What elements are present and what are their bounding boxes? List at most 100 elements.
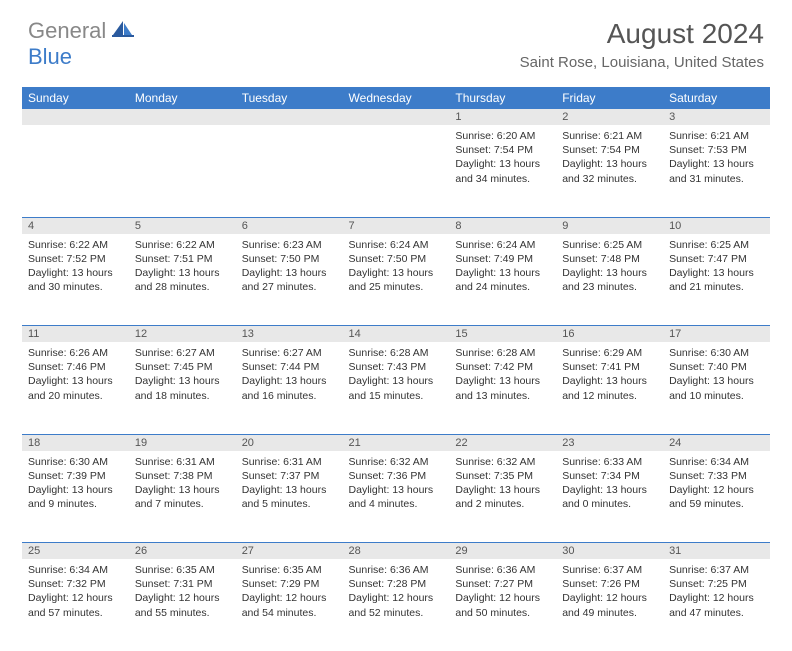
day-content: Sunrise: 6:34 AMSunset: 7:33 PMDaylight:… <box>663 451 770 518</box>
day-cell: Sunrise: 6:31 AMSunset: 7:37 PMDaylight:… <box>236 451 343 543</box>
day-number-cell: 3 <box>663 109 770 125</box>
daylight-line: Daylight: 13 hours and 9 minutes. <box>28 483 123 511</box>
daylight-line: Daylight: 13 hours and 23 minutes. <box>562 266 657 294</box>
sunrise-line: Sunrise: 6:23 AM <box>242 238 337 252</box>
day-cell: Sunrise: 6:32 AMSunset: 7:36 PMDaylight:… <box>343 451 450 543</box>
day-number-cell: 22 <box>449 434 556 451</box>
daylight-line: Daylight: 12 hours and 52 minutes. <box>349 591 444 619</box>
daylight-line: Daylight: 13 hours and 5 minutes. <box>242 483 337 511</box>
daylight-line: Daylight: 13 hours and 28 minutes. <box>135 266 230 294</box>
sunset-line: Sunset: 7:25 PM <box>669 577 764 591</box>
day-number-cell: 27 <box>236 543 343 560</box>
sunset-line: Sunset: 7:43 PM <box>349 360 444 374</box>
sunrise-line: Sunrise: 6:34 AM <box>28 563 123 577</box>
day-content: Sunrise: 6:28 AMSunset: 7:43 PMDaylight:… <box>343 342 450 409</box>
day-header: Thursday <box>449 87 556 109</box>
day-number-cell: 14 <box>343 326 450 343</box>
sunset-line: Sunset: 7:51 PM <box>135 252 230 266</box>
sunrise-line: Sunrise: 6:29 AM <box>562 346 657 360</box>
daylight-line: Daylight: 12 hours and 55 minutes. <box>135 591 230 619</box>
day-cell: Sunrise: 6:22 AMSunset: 7:52 PMDaylight:… <box>22 234 129 326</box>
day-content-row: Sunrise: 6:26 AMSunset: 7:46 PMDaylight:… <box>22 342 770 434</box>
day-content: Sunrise: 6:32 AMSunset: 7:36 PMDaylight:… <box>343 451 450 518</box>
day-cell: Sunrise: 6:21 AMSunset: 7:54 PMDaylight:… <box>556 125 663 217</box>
daylight-line: Daylight: 12 hours and 47 minutes. <box>669 591 764 619</box>
day-cell <box>343 125 450 217</box>
sunset-line: Sunset: 7:27 PM <box>455 577 550 591</box>
day-content: Sunrise: 6:27 AMSunset: 7:45 PMDaylight:… <box>129 342 236 409</box>
day-content: Sunrise: 6:26 AMSunset: 7:46 PMDaylight:… <box>22 342 129 409</box>
sunrise-line: Sunrise: 6:35 AM <box>135 563 230 577</box>
sunset-line: Sunset: 7:48 PM <box>562 252 657 266</box>
day-content: Sunrise: 6:31 AMSunset: 7:38 PMDaylight:… <box>129 451 236 518</box>
day-content: Sunrise: 6:30 AMSunset: 7:39 PMDaylight:… <box>22 451 129 518</box>
sunset-line: Sunset: 7:50 PM <box>349 252 444 266</box>
day-cell: Sunrise: 6:36 AMSunset: 7:27 PMDaylight:… <box>449 559 556 651</box>
day-cell: Sunrise: 6:25 AMSunset: 7:47 PMDaylight:… <box>663 234 770 326</box>
day-header: Sunday <box>22 87 129 109</box>
day-content: Sunrise: 6:21 AMSunset: 7:53 PMDaylight:… <box>663 125 770 192</box>
sunrise-line: Sunrise: 6:28 AM <box>349 346 444 360</box>
day-cell <box>22 125 129 217</box>
day-header: Monday <box>129 87 236 109</box>
day-cell: Sunrise: 6:37 AMSunset: 7:26 PMDaylight:… <box>556 559 663 651</box>
daylight-line: Daylight: 13 hours and 15 minutes. <box>349 374 444 402</box>
sunrise-line: Sunrise: 6:35 AM <box>242 563 337 577</box>
day-header: Tuesday <box>236 87 343 109</box>
calendar-table: SundayMondayTuesdayWednesdayThursdayFrid… <box>22 87 770 651</box>
day-number-cell: 8 <box>449 217 556 234</box>
day-number-cell: 9 <box>556 217 663 234</box>
daylight-line: Daylight: 13 hours and 2 minutes. <box>455 483 550 511</box>
daylight-line: Daylight: 12 hours and 50 minutes. <box>455 591 550 619</box>
day-content: Sunrise: 6:33 AMSunset: 7:34 PMDaylight:… <box>556 451 663 518</box>
day-cell: Sunrise: 6:31 AMSunset: 7:38 PMDaylight:… <box>129 451 236 543</box>
day-content: Sunrise: 6:31 AMSunset: 7:37 PMDaylight:… <box>236 451 343 518</box>
day-number-cell: 10 <box>663 217 770 234</box>
sunset-line: Sunset: 7:37 PM <box>242 469 337 483</box>
title-block: August 2024 Saint Rose, Louisiana, Unite… <box>520 18 764 71</box>
day-content-row: Sunrise: 6:30 AMSunset: 7:39 PMDaylight:… <box>22 451 770 543</box>
day-number-cell: 20 <box>236 434 343 451</box>
day-content: Sunrise: 6:29 AMSunset: 7:41 PMDaylight:… <box>556 342 663 409</box>
sunset-line: Sunset: 7:34 PM <box>562 469 657 483</box>
day-number-cell: 21 <box>343 434 450 451</box>
day-number-row: 45678910 <box>22 217 770 234</box>
day-cell: Sunrise: 6:34 AMSunset: 7:33 PMDaylight:… <box>663 451 770 543</box>
sunrise-line: Sunrise: 6:33 AM <box>562 455 657 469</box>
day-content: Sunrise: 6:37 AMSunset: 7:25 PMDaylight:… <box>663 559 770 626</box>
sunrise-line: Sunrise: 6:34 AM <box>669 455 764 469</box>
sunrise-line: Sunrise: 6:22 AM <box>28 238 123 252</box>
sunset-line: Sunset: 7:40 PM <box>669 360 764 374</box>
day-number-row: 11121314151617 <box>22 326 770 343</box>
sunrise-line: Sunrise: 6:26 AM <box>28 346 123 360</box>
sunrise-line: Sunrise: 6:30 AM <box>669 346 764 360</box>
calendar-body: 123Sunrise: 6:20 AMSunset: 7:54 PMDaylig… <box>22 109 770 651</box>
sunrise-line: Sunrise: 6:24 AM <box>455 238 550 252</box>
day-content-row: Sunrise: 6:22 AMSunset: 7:52 PMDaylight:… <box>22 234 770 326</box>
day-content: Sunrise: 6:28 AMSunset: 7:42 PMDaylight:… <box>449 342 556 409</box>
day-number-cell: 23 <box>556 434 663 451</box>
sunset-line: Sunset: 7:28 PM <box>349 577 444 591</box>
day-content: Sunrise: 6:23 AMSunset: 7:50 PMDaylight:… <box>236 234 343 301</box>
sunrise-line: Sunrise: 6:30 AM <box>28 455 123 469</box>
day-number-cell: 12 <box>129 326 236 343</box>
day-number-cell: 5 <box>129 217 236 234</box>
day-cell: Sunrise: 6:26 AMSunset: 7:46 PMDaylight:… <box>22 342 129 434</box>
day-cell: Sunrise: 6:35 AMSunset: 7:31 PMDaylight:… <box>129 559 236 651</box>
sunrise-line: Sunrise: 6:37 AM <box>669 563 764 577</box>
sunset-line: Sunset: 7:32 PM <box>28 577 123 591</box>
day-cell: Sunrise: 6:21 AMSunset: 7:53 PMDaylight:… <box>663 125 770 217</box>
sunset-line: Sunset: 7:39 PM <box>28 469 123 483</box>
day-cell: Sunrise: 6:34 AMSunset: 7:32 PMDaylight:… <box>22 559 129 651</box>
daylight-line: Daylight: 13 hours and 32 minutes. <box>562 157 657 185</box>
day-number-cell: 1 <box>449 109 556 125</box>
day-cell: Sunrise: 6:32 AMSunset: 7:35 PMDaylight:… <box>449 451 556 543</box>
day-content: Sunrise: 6:25 AMSunset: 7:47 PMDaylight:… <box>663 234 770 301</box>
day-header: Wednesday <box>343 87 450 109</box>
day-number-row: 18192021222324 <box>22 434 770 451</box>
day-number-cell: 31 <box>663 543 770 560</box>
day-number-cell: 26 <box>129 543 236 560</box>
day-number-cell <box>129 109 236 125</box>
sunrise-line: Sunrise: 6:24 AM <box>349 238 444 252</box>
sunset-line: Sunset: 7:45 PM <box>135 360 230 374</box>
